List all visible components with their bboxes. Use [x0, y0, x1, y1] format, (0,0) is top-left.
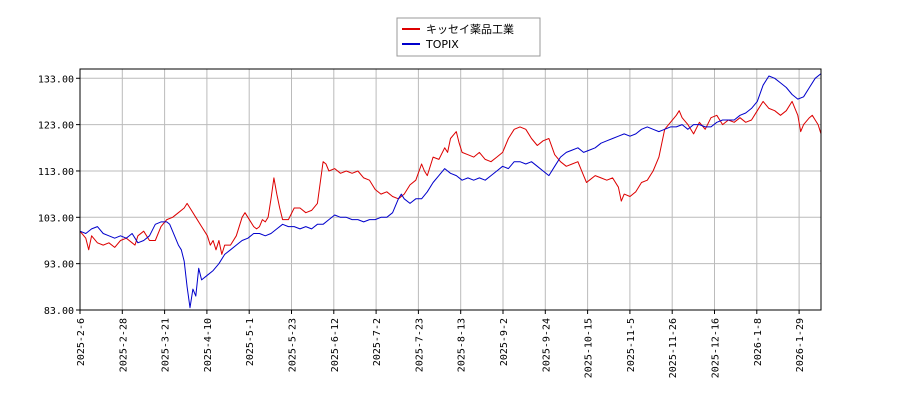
y-tick-label: 93.00	[44, 260, 74, 271]
y-tick-label: 103.00	[38, 213, 74, 224]
y-tick-label: 123.00	[38, 121, 74, 132]
x-tick-label: 2025-9-24	[541, 318, 552, 372]
x-tick-label: 2025-6-12	[330, 318, 341, 372]
x-axis: 2025-2-6 2025-2-28 2025-3-21 2025-4-10 2025-…	[76, 310, 806, 378]
x-tick-label: 2025-5-23	[288, 318, 299, 372]
x-tick-label: 2026-1-8	[753, 318, 764, 366]
x-tick-label: 2025-11-5	[626, 318, 637, 372]
y-tick-label: 133.00	[38, 74, 74, 85]
y-tick-label: 113.00	[38, 167, 74, 178]
series-layer	[79, 73, 822, 309]
x-tick-label: 2025-3-21	[161, 318, 172, 372]
x-tick-label: 2025-12-16	[711, 318, 722, 378]
plot-frame	[79, 68, 822, 311]
x-tick-label: 2025-8-13	[457, 318, 468, 372]
series-line-0	[79, 100, 822, 255]
x-tick-label: 2025-2-6	[76, 318, 87, 366]
x-tick-label: 2025-10-15	[584, 318, 595, 378]
legend-label-0: キッセイ薬品工業	[426, 23, 514, 36]
x-tick-label: 2025-5-1	[245, 318, 256, 366]
grid	[79, 69, 821, 311]
x-tick-label: 2025-11-26	[668, 318, 679, 378]
legend-label-1: TOPIX	[425, 38, 459, 51]
x-tick-label: 2025-2-28	[118, 318, 129, 372]
x-tick-label: 2025-4-10	[203, 318, 214, 372]
x-tick-label: 2025-7-2	[372, 318, 383, 366]
y-tick-label: 83.00	[44, 306, 74, 317]
legend: キッセイ薬品工業 TOPIX	[396, 17, 541, 57]
legend-box	[396, 17, 541, 57]
x-tick-label: 2025-9-2	[499, 318, 510, 366]
x-tick-label: 2026-1-29	[795, 318, 806, 372]
y-axis: 133.00 123.00 113.00 103.00 93.00 83.00	[38, 74, 80, 317]
series-line-1	[79, 73, 822, 309]
x-tick-label: 2025-7-23	[414, 318, 425, 372]
